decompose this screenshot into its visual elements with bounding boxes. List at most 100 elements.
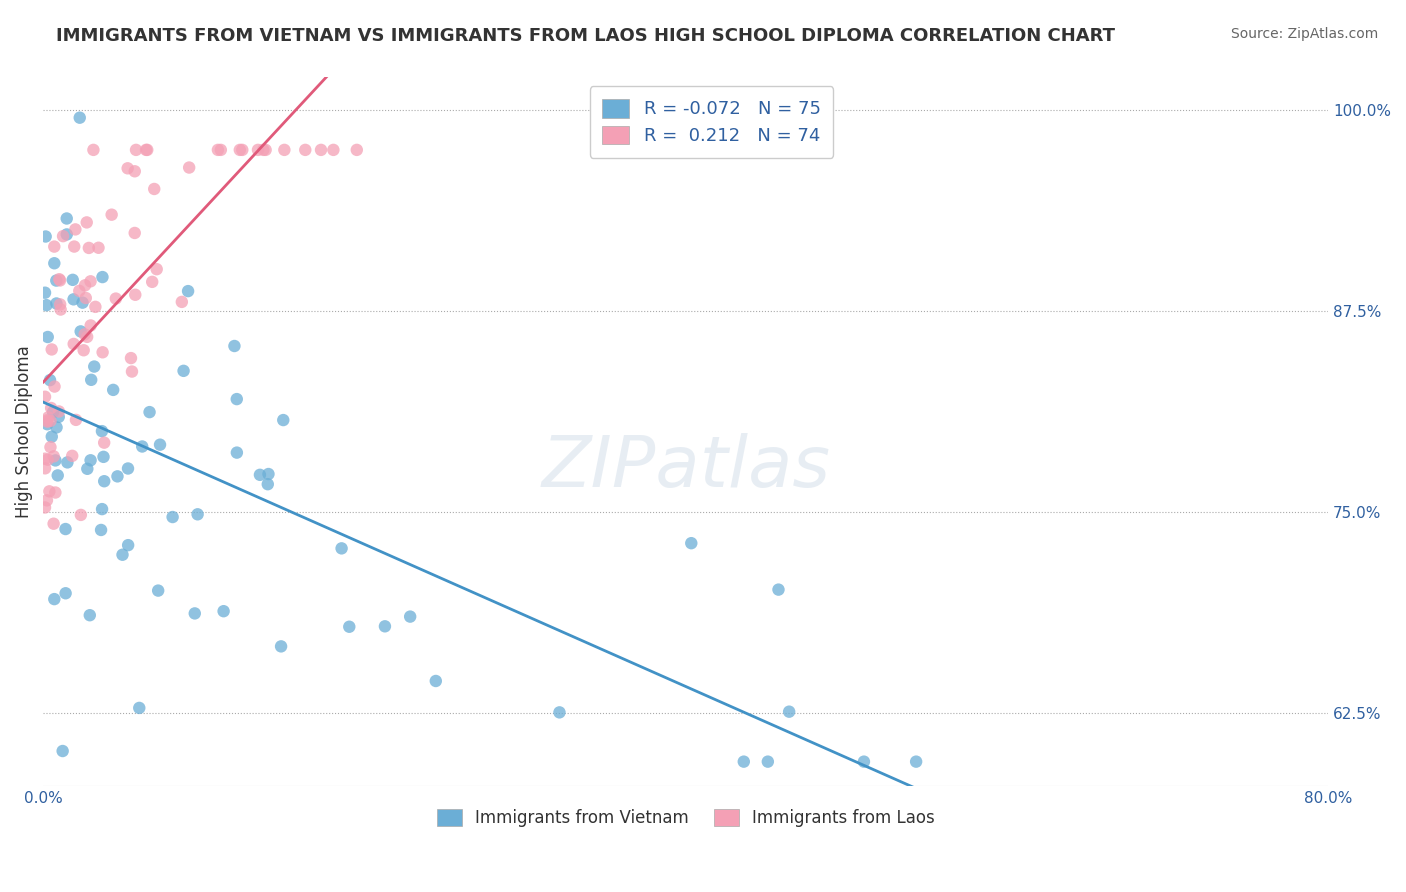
Point [39, 440, 62, 454]
Point [136, 143, 159, 157]
Point [34, 500, 56, 515]
Point [681, 536, 703, 550]
Point [225, 445, 247, 459]
Point [149, 438, 172, 452]
Point [138, 405, 160, 419]
Point [90, 523, 112, 537]
Point [212, 604, 235, 618]
Point [34, 229, 56, 244]
Point [270, 640, 292, 654]
Point [55, 522, 77, 536]
Point [73, 343, 96, 358]
Point [69, 111, 91, 125]
Point [330, 541, 353, 556]
Point [41, 343, 63, 357]
Point [173, 364, 195, 378]
Point [111, 548, 134, 562]
Point [41, 430, 63, 444]
Point [905, 755, 928, 769]
Point [91, 424, 114, 438]
Point [45, 420, 67, 434]
Point [37, 415, 59, 429]
Point [184, 607, 207, 621]
Point [52, 229, 75, 244]
Point [87, 241, 110, 255]
Point [67, 284, 90, 298]
Point [117, 161, 139, 176]
Point [143, 182, 166, 196]
Point [229, 143, 252, 157]
Text: Source: ZipAtlas.com: Source: ZipAtlas.com [1230, 27, 1378, 41]
Point [44, 239, 66, 253]
Point [45, 274, 67, 288]
Point [256, 477, 278, 491]
Y-axis label: High School Diploma: High School Diploma [15, 345, 32, 518]
Point [91, 502, 114, 516]
Point [79, 274, 101, 288]
Point [425, 673, 447, 688]
Point [322, 143, 344, 157]
Point [76, 215, 98, 229]
Point [117, 461, 139, 475]
Point [56, 455, 79, 469]
Point [249, 467, 271, 482]
Point [83, 359, 105, 374]
Point [37, 452, 59, 467]
Point [52, 744, 75, 758]
Point [60, 449, 83, 463]
Point [62, 337, 84, 351]
Point [48, 409, 70, 424]
Point [231, 143, 253, 157]
Point [34, 390, 56, 404]
Point [39, 414, 62, 428]
Point [76, 462, 98, 476]
Point [48, 272, 70, 286]
Point [35, 298, 58, 312]
Point [124, 287, 146, 301]
Point [70, 508, 93, 522]
Point [141, 275, 163, 289]
Point [93, 435, 115, 450]
Point [79, 453, 101, 467]
Text: ZIPatlas: ZIPatlas [541, 433, 831, 501]
Point [72, 295, 94, 310]
Point [42, 450, 65, 464]
Point [38, 484, 60, 499]
Point [107, 469, 129, 483]
Point [37, 413, 59, 427]
Point [128, 701, 150, 715]
Point [294, 143, 316, 157]
Point [121, 365, 143, 379]
Point [46, 468, 69, 483]
Point [49, 297, 72, 311]
Point [44, 379, 66, 393]
Point [39, 401, 62, 415]
Point [224, 339, 246, 353]
Point [37, 410, 59, 425]
Point [77, 241, 100, 255]
Point [39, 373, 62, 387]
Point [309, 143, 332, 157]
Point [399, 609, 422, 624]
Point [35, 493, 58, 508]
Point [170, 294, 193, 309]
Point [131, 440, 153, 454]
Point [756, 755, 779, 769]
Point [103, 383, 125, 397]
Point [337, 620, 360, 634]
Point [73, 327, 96, 342]
Point [91, 345, 114, 359]
Point [93, 474, 115, 488]
Point [42, 405, 65, 419]
Point [207, 143, 229, 157]
Point [346, 143, 368, 157]
Point [145, 262, 167, 277]
Legend: Immigrants from Vietnam, Immigrants from Laos: Immigrants from Vietnam, Immigrants from… [430, 803, 942, 834]
Point [254, 143, 277, 157]
Point [104, 292, 127, 306]
Point [65, 222, 87, 236]
Point [79, 608, 101, 623]
Point [69, 325, 91, 339]
Point [55, 211, 77, 226]
Point [45, 296, 67, 310]
